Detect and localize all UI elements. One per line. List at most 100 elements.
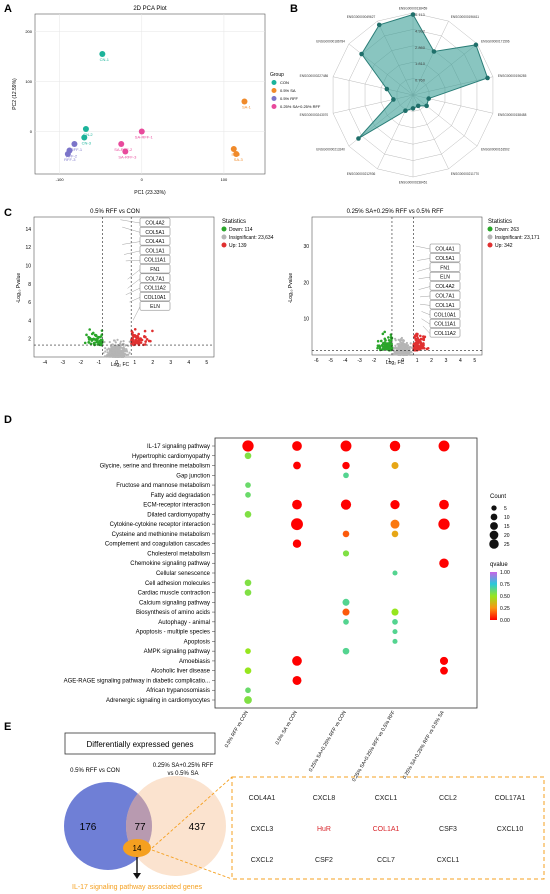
volcano-point-insignificant — [403, 350, 406, 353]
radar-axis-label: ENSG00000213240 — [316, 148, 345, 152]
volcano-gene-label: ELN — [440, 275, 450, 281]
volcano-point-up — [143, 335, 146, 339]
volcano-legend-swatch — [487, 226, 493, 232]
pca-plot: 2D PCA Plot -100 0 100 0 100 200 CN-1 CN-2 CN-3… — [12, 6, 321, 196]
pathway-label: Cholesterol metabolism — [147, 551, 210, 557]
volcano-point-up — [422, 342, 425, 346]
volcano-point-insignificant — [402, 339, 406, 342]
volcano-y-tick: 4 — [28, 318, 31, 324]
pathway-label: Autophagy - animal — [158, 620, 210, 626]
volcano-label-leader — [129, 297, 141, 303]
panel-label-d: D — [4, 414, 12, 426]
pca-point — [241, 98, 248, 105]
volcano-x-tick: 3 — [445, 358, 448, 364]
gene-name: CCL7 — [377, 857, 395, 864]
volcano-point-insignificant — [121, 350, 124, 353]
venn-right-count: 437 — [189, 822, 206, 833]
bubble-size-swatch — [491, 505, 497, 511]
bubble-mark — [390, 499, 400, 510]
gene-name: CXCL10 — [497, 826, 524, 833]
volcano2-legend-title: Statistics — [488, 219, 512, 225]
volcano-x-tick: 0 — [401, 358, 404, 364]
volcano-x-tick: 5 — [205, 360, 208, 366]
volcano-point-insignificant — [115, 347, 118, 350]
volcano-point-insignificant — [109, 345, 113, 348]
pca-point-label: CN-2 — [83, 132, 93, 137]
pca-legend-swatch — [271, 96, 277, 101]
volcano-point-up — [426, 346, 430, 350]
gene-name: CCL2 — [439, 795, 457, 802]
volcano-y-tick: 14 — [25, 227, 31, 233]
volcano-point-insignificant — [127, 353, 130, 356]
bubble-mark — [392, 619, 398, 625]
venn-left-count: 176 — [80, 822, 97, 833]
volcano-legend-swatch — [487, 234, 493, 240]
radar-axis-label: ENSG00000238451 — [399, 181, 428, 185]
volcano-gene-label: COL11A1 — [434, 322, 456, 328]
pathway-label: Hypertrophic cardiomyopathy — [132, 454, 210, 460]
volcano-gene-label: COL4A1 — [145, 239, 164, 245]
bubble-mark — [439, 499, 449, 510]
venn-diagram: Differentially expressed genes 0.5% RFF … — [64, 732, 545, 891]
venn-title: Differentially expressed genes — [86, 740, 193, 749]
volcano-point-up — [414, 338, 418, 342]
volcano-x-tick: -6 — [314, 358, 319, 364]
volcano-point-insignificant — [115, 352, 118, 355]
volcano-point-down — [91, 331, 95, 335]
volcano-point-insignificant — [120, 355, 123, 358]
radar-axis-label: ENSG00000211770 — [451, 172, 480, 176]
pca-legend: CON 0.5% SA 0.5% RFF 0.25% SA+0.25% RFF — [271, 80, 321, 109]
pathway-label: IL-17 signaling pathway — [147, 444, 210, 450]
volcano-point-insignificant — [394, 339, 397, 342]
comparison-label: 0.5% SA vs CON — [274, 710, 298, 746]
pca-point-label: CN-3 — [82, 141, 92, 146]
panel-label-b: B — [290, 3, 298, 15]
volcano-gene-label: COL1A1 — [435, 303, 454, 309]
volcano-x-tick: -3 — [61, 360, 66, 366]
bubble-size-value: 15 — [504, 524, 510, 530]
venn-right-label-2: vs 0.5% SA — [167, 771, 198, 777]
bubble-mark — [343, 472, 349, 479]
bubble-mark — [342, 598, 350, 606]
volcano-label-box — [139, 264, 171, 274]
volcano-point-insignificant — [108, 340, 111, 344]
volcano-point-up — [134, 335, 138, 338]
bubble-mark — [292, 656, 302, 666]
volcano-point-insignificant — [113, 346, 116, 349]
volcano-x-tick: -1 — [386, 358, 391, 364]
volcano-point-insignificant — [119, 352, 122, 355]
pathway-label: Adrenergic signaling in cardiomyocytes — [106, 698, 210, 704]
volcano-label-box — [429, 328, 461, 338]
volcano-point-insignificant — [398, 347, 401, 350]
radar-point — [376, 22, 382, 28]
volcano-point-insignificant — [106, 348, 109, 351]
volcano1-legend-title: Statistics — [222, 219, 246, 225]
volcano-point-insignificant — [116, 338, 119, 341]
pathway-label: Cellular senescence — [156, 571, 211, 577]
bubble-size-swatch — [490, 513, 498, 521]
volcano-label-leader — [122, 226, 141, 233]
connector-upper — [151, 776, 233, 849]
volcano-point-down — [381, 347, 385, 350]
volcano-label-box — [139, 217, 171, 227]
radar-point — [359, 51, 364, 57]
volcano-point-insignificant — [117, 347, 120, 350]
bubble-mark — [389, 440, 401, 452]
volcano-gene-label: COL5A1 — [145, 230, 164, 236]
volcano-point-insignificant — [106, 354, 109, 357]
volcano-point-insignificant — [410, 351, 413, 354]
pathway-label: African trypanosomiasis — [146, 688, 210, 694]
pca-point-label: SA-RFF-3 — [118, 155, 137, 160]
volcano-legend-label: Up: 342 — [495, 243, 513, 249]
comparison-label: 0.25% SA+0.25% RFF vs CON — [308, 710, 348, 773]
pathway-label: Cell adhesion molecules — [145, 581, 210, 587]
pathway-label: Cardiac muscle contraction — [138, 591, 210, 597]
volcano-x-tick: 3 — [169, 360, 172, 366]
bubble-color-value: 0.00 — [500, 618, 510, 624]
volcano-label-leader — [421, 318, 431, 325]
radar-axis-label: ENSG00000138459 — [399, 7, 428, 11]
volcano-point-insignificant — [119, 340, 122, 343]
radar-ring-label: 0.760 — [415, 78, 426, 83]
bubble-mark — [244, 579, 252, 587]
volcano-point-insignificant — [122, 347, 125, 350]
